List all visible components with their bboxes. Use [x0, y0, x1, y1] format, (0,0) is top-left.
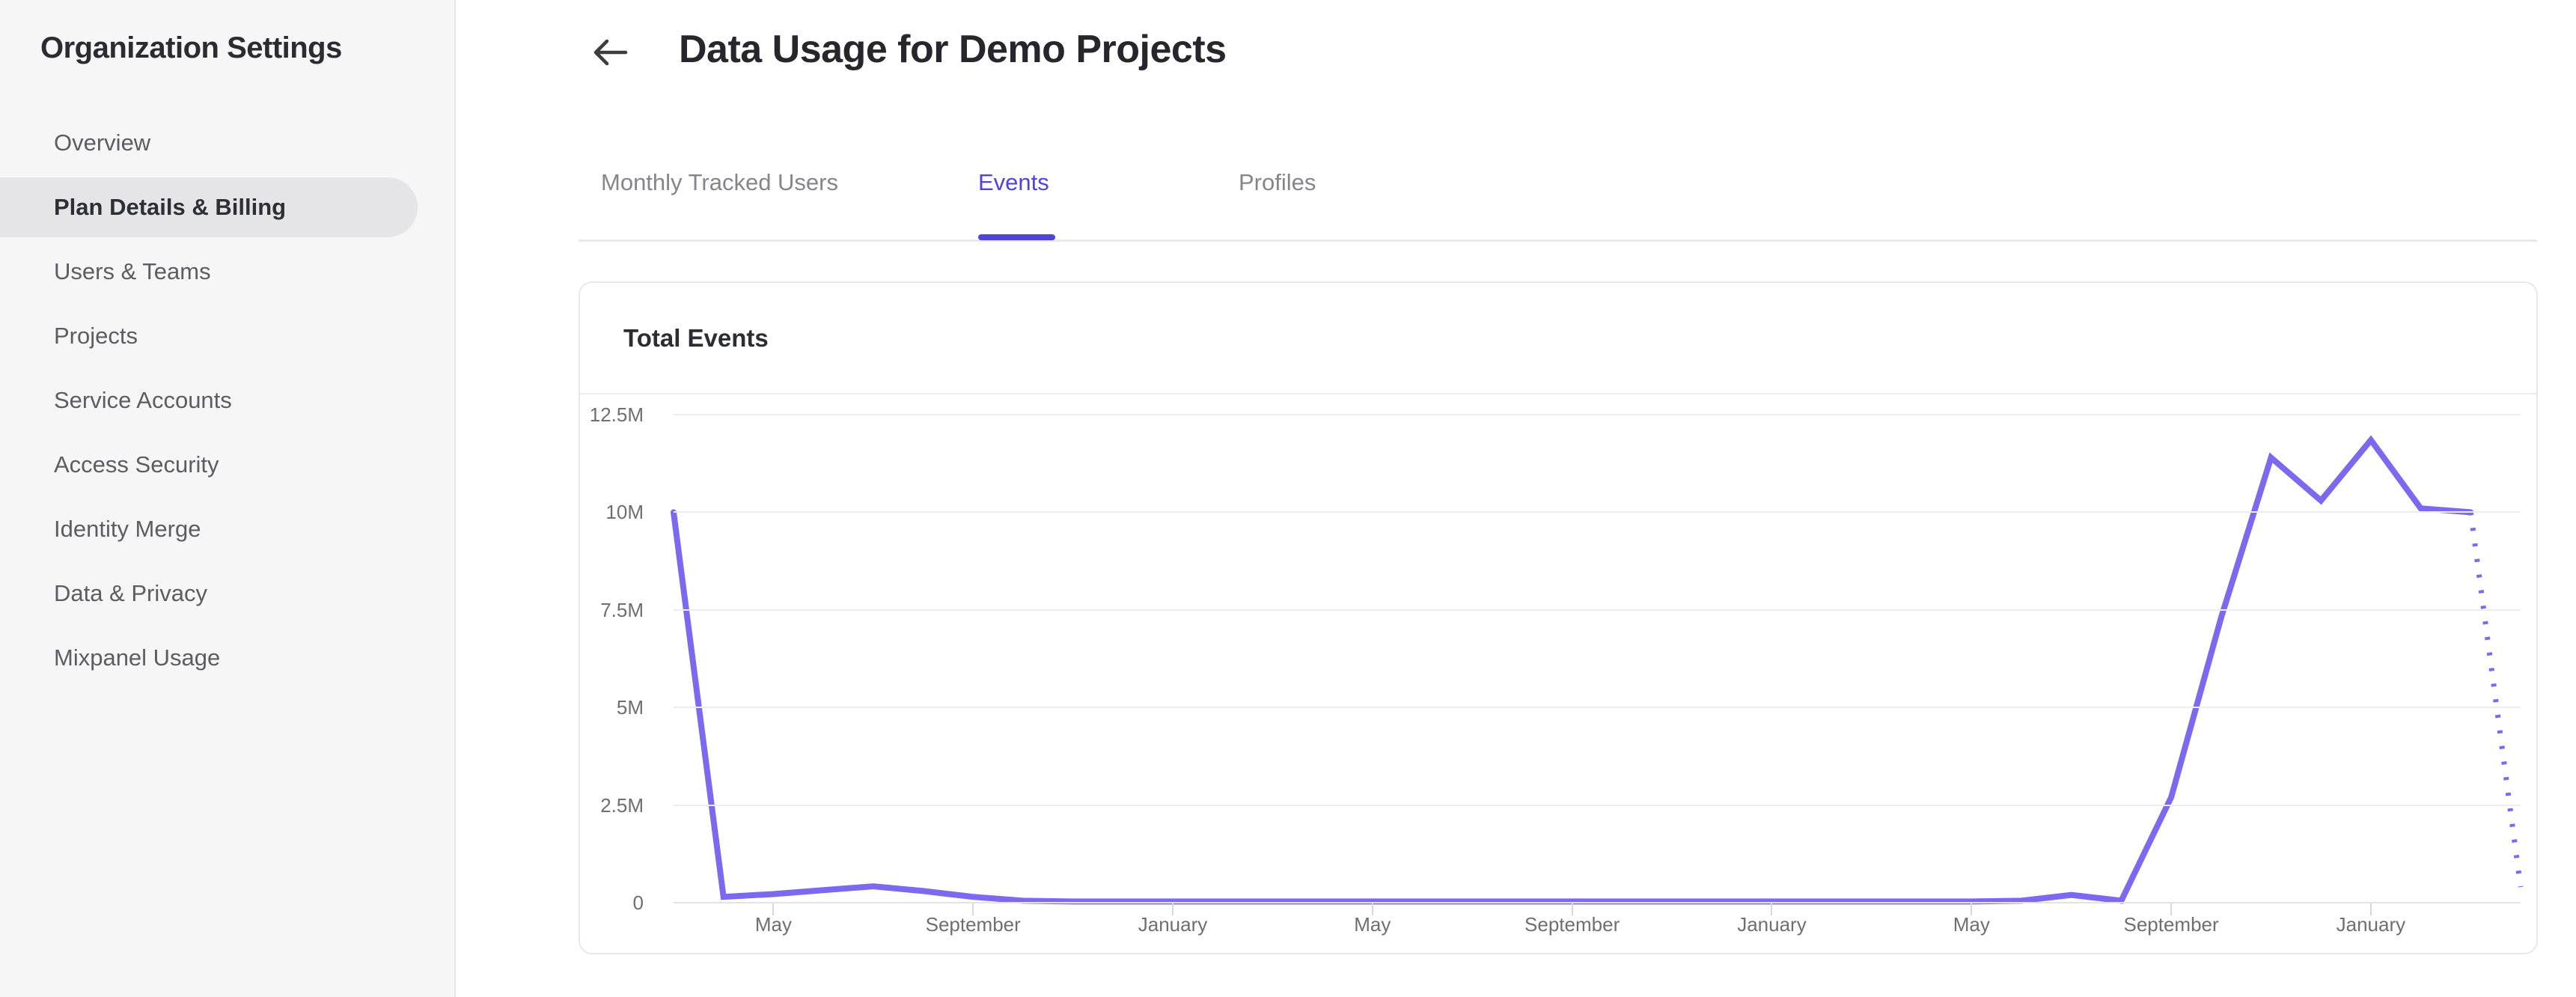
x-axis-tick	[1771, 903, 1773, 915]
sidebar-item-mixpanel-usage[interactable]: Mixpanel Usage	[54, 644, 221, 671]
x-axis-tick	[1172, 903, 1174, 915]
sidebar-item-plan-details-billing[interactable]: Plan Details & Billing	[0, 175, 454, 240]
x-axis-tick	[772, 903, 775, 915]
events-line	[671, 435, 2474, 905]
y-axis-label: 0	[632, 891, 644, 914]
card-header: Total Events	[580, 283, 2536, 394]
sidebar-item-identity-merge[interactable]: Identity Merge	[54, 516, 201, 542]
org-settings-sidebar: Organization Settings Overview Plan Deta…	[0, 0, 456, 997]
x-axis-label: May	[754, 913, 792, 936]
y-axis-label: 10M	[605, 501, 644, 524]
x-axis-label: January	[1138, 913, 1208, 936]
back-button[interactable]	[589, 33, 631, 72]
active-item-pill	[0, 177, 418, 237]
events-line-projected	[2467, 511, 2524, 888]
x-axis-label: January	[2336, 913, 2406, 936]
page-title: Data Usage for Demo Projects	[679, 28, 1227, 71]
x-axis-label: January	[1737, 913, 1807, 936]
main-content: Data Usage for Demo Projects Monthly Tra…	[457, 0, 2576, 997]
tab-monthly-tracked-users[interactable]: Monthly Tracked Users	[601, 169, 838, 195]
gridline	[674, 609, 2521, 611]
tab-events[interactable]: Events	[978, 169, 1049, 195]
card-title: Total Events	[623, 323, 769, 352]
y-axis-label: 5M	[616, 696, 644, 719]
sidebar-nav: Overview Plan Details & Billing Users & …	[0, 111, 454, 690]
tabs-divider	[579, 240, 2537, 242]
y-axis-label: 7.5M	[600, 598, 644, 621]
gridline	[674, 804, 2521, 806]
events-line-chart-svg	[671, 435, 2524, 905]
sidebar-item-access-security[interactable]: Access Security	[54, 451, 219, 478]
y-axis-label: 12.5M	[589, 403, 644, 426]
total-events-chart: 0 2.5M 5M 7.5M 10M 12.5M May September January Ma…	[580, 396, 2536, 954]
sidebar-item-overview[interactable]: Overview	[54, 129, 151, 156]
arrow-left-icon	[593, 39, 628, 66]
x-axis-tick	[2170, 903, 2173, 915]
y-axis-label: 2.5M	[600, 793, 644, 817]
x-axis-label: May	[1354, 913, 1391, 936]
x-axis-tick	[1371, 903, 1373, 915]
x-axis-tick	[1971, 903, 1973, 915]
sidebar-title: Organization Settings	[40, 31, 342, 64]
gridline	[674, 707, 2521, 709]
x-axis-label: May	[1953, 913, 1990, 936]
sidebar-item-users-teams[interactable]: Users & Teams	[54, 258, 211, 284]
total-events-card: Total Events 0 2.5M 5M 7.5M 10M 12.5M May Septe…	[579, 281, 2538, 954]
gridline	[674, 902, 2521, 903]
sidebar-item-service-accounts[interactable]: Service Accounts	[54, 387, 232, 413]
gridline	[674, 414, 2521, 415]
active-tab-indicator	[978, 234, 1055, 240]
gridline	[674, 511, 2521, 513]
x-axis-tick	[1571, 903, 1573, 915]
x-axis-label: September	[1524, 913, 1620, 936]
x-axis-tick	[972, 903, 974, 915]
tab-profiles[interactable]: Profiles	[1239, 169, 1316, 195]
x-axis-label: September	[2123, 913, 2219, 936]
x-axis-label: September	[925, 913, 1021, 936]
x-axis-tick	[2369, 903, 2372, 915]
sidebar-item-data-privacy[interactable]: Data & Privacy	[54, 580, 208, 606]
sidebar-item-projects[interactable]: Projects	[54, 323, 138, 349]
